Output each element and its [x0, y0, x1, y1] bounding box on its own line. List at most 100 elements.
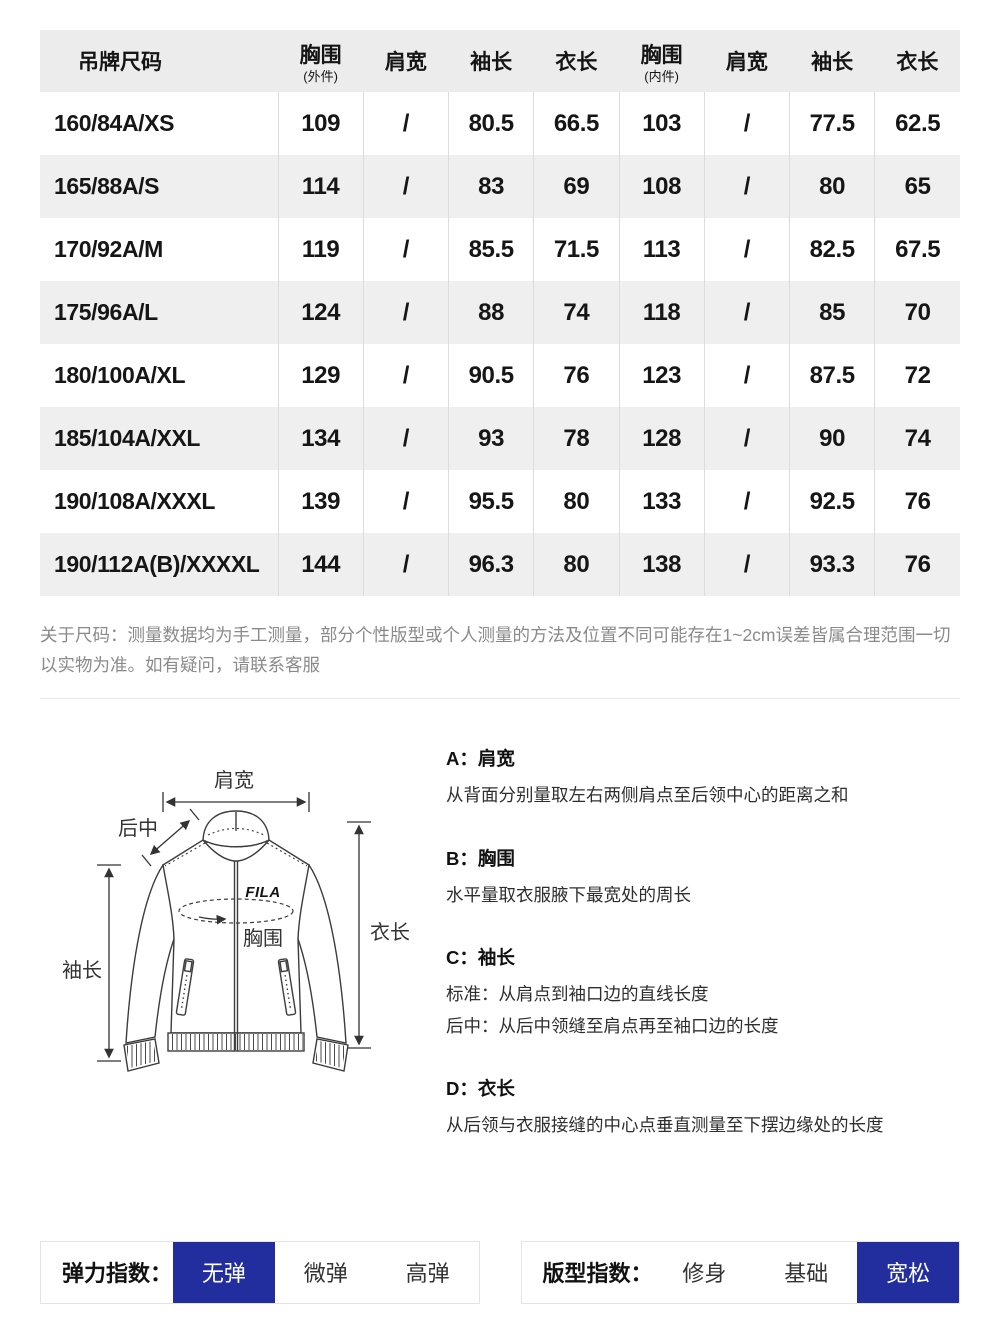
col-header-length-outer: 衣长 [533, 30, 619, 92]
col-header-label: 衣长 [555, 51, 598, 74]
col-header-chest-outer: 胸围 (外件) [278, 30, 364, 92]
shoulder-label: 肩宽 [214, 769, 254, 792]
guide-block-chest: B：胸围 水平量取衣服腋下最宽处的周长 [446, 845, 960, 912]
measure-value-cell: / [703, 155, 790, 218]
measure-value-cell: 74 [874, 407, 960, 470]
elasticity-chips: 无弹 微弹 高弹 [173, 1241, 479, 1303]
measure-value-cell: 114 [277, 155, 364, 218]
guide-title: B：胸围 [446, 847, 515, 869]
size-name-cell: 190/112A(B)/XXXXL [40, 533, 278, 596]
section-divider [40, 698, 960, 700]
measure-value-cell: 85 [788, 281, 875, 344]
measure-value-cell: 93.3 [788, 533, 875, 596]
measure-value-cell: 71.5 [533, 218, 619, 281]
size-name-cell: 180/100A/XL [54, 362, 186, 388]
measure-value-cell: 88 [447, 281, 534, 344]
col-header-length-inner: 衣长 [874, 30, 960, 92]
measure-value-cell: / [703, 407, 790, 470]
guide-title: D：衣长 [446, 1078, 515, 1100]
measure-value-cell: / [703, 344, 790, 407]
guide-block-length: D：衣长 从后领与衣服接缝的中心点垂直测量至下摆边缘处的长度 [446, 1075, 960, 1142]
measure-value-cell: / [362, 470, 449, 533]
measure-value-cell: 76 [874, 470, 960, 533]
measure-value-cell: 76 [533, 344, 619, 407]
size-name-cell: 170/92A/M [54, 236, 163, 262]
size-name-cell: 190/108A/XXXL [54, 488, 216, 514]
guide-title: A：肩宽 [446, 748, 515, 770]
col-header-label: 袖长 [811, 51, 854, 74]
measure-value-cell: / [703, 92, 790, 155]
guide-desc: 从后领与衣服接缝的中心点垂直测量至下摆边缘处的长度 [446, 1115, 884, 1136]
size-name-cell: 160/84A/XS [54, 110, 175, 136]
measure-value-cell: 83 [447, 155, 534, 218]
table-row: 165/88A/S 114/83 69 108/80 65 [40, 155, 960, 218]
col-header-sleeve-outer: 袖长 [448, 30, 534, 92]
table-row: 175/96A/L 124/88 74 118/85 70 [40, 281, 960, 344]
chest-label: 胸围 [243, 927, 283, 950]
measure-value-cell: 118 [618, 281, 705, 344]
measure-value-cell: / [362, 407, 449, 470]
measure-guide-section: FILA 肩宽 后中 袖长 衣长 [40, 743, 960, 1175]
measure-value-cell: 139 [277, 470, 364, 533]
measure-value-cell: 70 [874, 281, 960, 344]
measure-value-cell: 80 [533, 533, 619, 596]
size-note: 关于尺码：测量数据均为手工测量，部分个性版型或个人测量的方法及位置不同可能存在1… [40, 625, 951, 676]
table-row: 190/112A(B)/XXXXL 144/96.3 80 138/93.3 76 [40, 533, 960, 596]
guide-block-shoulder: A：肩宽 从背面分别量取左右两侧肩点至后领中心的距离之和 [446, 745, 960, 812]
measure-value-cell: 90 [788, 407, 875, 470]
measure-value-cell: / [703, 470, 790, 533]
col-header-label: 吊牌尺码 [78, 51, 162, 74]
table-row: 160/84A/XS 109/80.5 66.5 103/77.5 62.5 [40, 92, 960, 155]
measure-value-cell: 72 [874, 344, 960, 407]
chip-slight-stretch: 微弹 [303, 1261, 348, 1287]
col-header-label: 衣长 [896, 51, 939, 74]
measure-value-cell: 119 [277, 218, 364, 281]
jacket-diagram-container: FILA 肩宽 后中 袖长 衣长 [40, 743, 442, 1175]
index-section: 弹力指数： 无弹 微弹 高弹 版型指数： 修身 基础 宽松 [40, 1240, 960, 1304]
table-row: 190/108A/XXXL 139/95.5 80 133/92.5 76 [40, 470, 960, 533]
measure-value-cell: / [362, 533, 449, 596]
chip-slim-fit: 修身 [682, 1261, 727, 1287]
measure-value-cell: / [703, 281, 790, 344]
guide-desc: 从背面分别量取左右两侧肩点至后领中心的距离之和 [446, 785, 849, 806]
measure-value-cell: 123 [618, 344, 705, 407]
col-header-label: 袖长 [470, 51, 513, 74]
measure-value-cell: / [703, 218, 790, 281]
collar-bottom-seam [205, 841, 267, 848]
guide-desc: 水平量取衣服腋下最宽处的周长 [446, 884, 691, 905]
back-center-tick-bottom [141, 854, 152, 867]
measure-value-cell: 65 [874, 155, 960, 218]
guide-desc: 标准：从肩点到袖口边的直线长度 [446, 984, 709, 1005]
measure-value-cell: / [362, 281, 449, 344]
table-row: 185/104A/XXL 134/93 78 128/90 74 [40, 407, 960, 470]
col-header-tag-size: 吊牌尺码 [40, 30, 278, 92]
back-center-label: 后中 [118, 817, 158, 840]
sleeve-label: 袖长 [62, 959, 102, 982]
table-row: 180/100A/XL 129/90.5 76 123/87.5 72 [40, 344, 960, 407]
measure-value-cell: 67.5 [874, 218, 960, 281]
size-table-header: 吊牌尺码 胸围 (外件) 肩宽 袖长 衣长 胸围 (内件) [40, 30, 960, 92]
measure-value-cell: 109 [277, 92, 364, 155]
chest-arrow [198, 915, 227, 925]
measure-value-cell: 62.5 [874, 92, 960, 155]
measure-value-cell: 87.5 [788, 344, 875, 407]
fit-index-box: 版型指数： 修身 基础 宽松 [520, 1240, 960, 1304]
measure-value-cell: 96.3 [447, 533, 534, 596]
measure-value-cell: 133 [618, 470, 705, 533]
elasticity-index-label: 弹力指数： [62, 1261, 173, 1287]
col-header-label: 胸围 [299, 43, 342, 67]
measure-value-cell: / [362, 344, 449, 407]
jacket-right-cuff-rib [315, 1041, 346, 1069]
left-pocket [175, 958, 195, 1016]
measure-value-cell: 80 [788, 155, 875, 218]
right-pocket [277, 958, 297, 1016]
length-label: 衣长 [370, 921, 410, 944]
jacket-left-cuff-rib [126, 1041, 157, 1069]
brand-logo: FILA [245, 884, 280, 901]
measure-value-cell: 82.5 [788, 218, 875, 281]
jacket-zipper [233, 861, 239, 1052]
measure-value-cell: 74 [533, 281, 619, 344]
measure-value-cell: 134 [277, 407, 364, 470]
jacket-body [162, 839, 310, 1034]
size-table-body: 160/84A/XS 109/80.5 66.5 103/77.5 62.5 165/88… [40, 92, 960, 596]
